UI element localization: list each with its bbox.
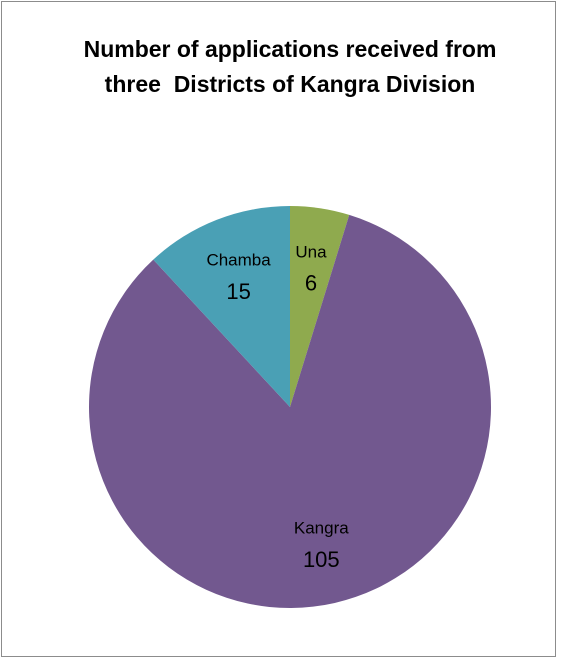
slice-value-label: 6 [305,271,317,296]
pie-slice [89,214,491,608]
slice-category-label: Una [295,242,327,261]
chart-title: Number of applications received from thr… [83,36,503,97]
slice-category-label: Kangra [294,519,349,538]
slice-value-label: 105 [303,547,340,572]
slice-value-label: 15 [226,279,250,304]
slice-category-label: Chamba [206,251,271,270]
pie-slice [290,206,350,407]
pie-slice [153,206,290,407]
